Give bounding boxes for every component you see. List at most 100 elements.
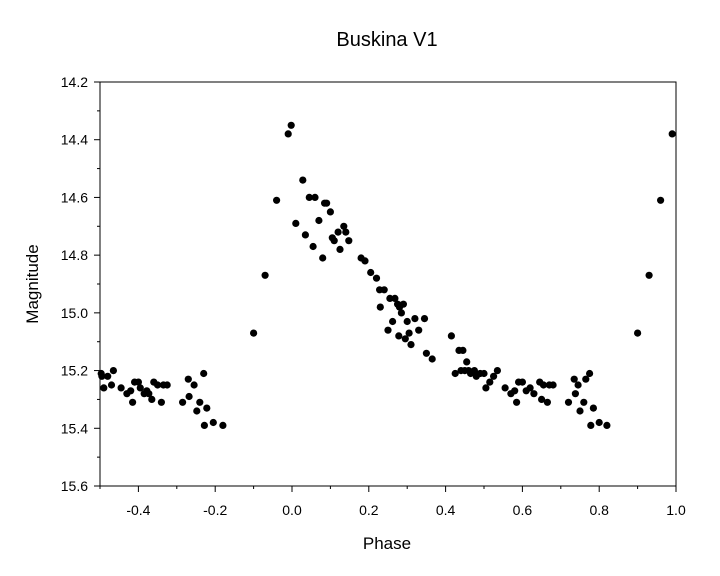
data-point [287,121,295,129]
data-point [576,407,584,415]
chart-title: Buskina V1 [336,29,437,51]
data-point [589,404,598,412]
data-point [428,355,436,363]
data-point [154,381,162,389]
data-point [407,341,415,349]
data-point [145,390,153,398]
data-point [526,384,534,392]
data-point [571,390,580,398]
data-point [200,369,208,378]
data-point [403,317,411,326]
data-point [415,326,423,334]
data-point [273,196,281,204]
data-point [411,315,419,323]
data-point [539,381,548,389]
data-point [587,421,595,429]
data-point [284,130,292,138]
data-point [470,367,478,375]
data-point [109,367,117,375]
y-axis-label: Magnitude [23,244,42,323]
data-point [315,216,323,225]
x-axis-label: Phase [363,534,411,553]
x-tick-label: 1.0 [666,502,686,518]
y-tick-label: 15.4 [61,420,88,436]
data-point [463,358,471,366]
data-point [184,375,192,383]
data-point [538,395,546,403]
y-tick-label: 15.0 [61,305,88,321]
data-point [530,390,538,398]
data-point [493,367,501,375]
data-point [380,286,388,294]
data-point [117,384,125,392]
x-tick-label: 0.8 [589,502,609,518]
data-point [372,274,381,282]
y-tick-label: 14.2 [61,74,88,90]
data-point [163,381,171,389]
x-tick-label: 0.0 [282,502,302,518]
data-point [334,228,342,236]
data-point [200,421,208,429]
data-point [129,398,137,406]
data-point [447,332,455,340]
data-point [564,398,573,406]
data-point [250,329,258,337]
y-tick-label: 15.6 [61,478,88,494]
data-point [292,219,300,227]
data-point [299,176,307,184]
x-tick-label: 0.2 [359,502,379,518]
data-points [97,121,676,429]
y-tick-label: 14.4 [61,132,88,148]
data-point [157,398,165,406]
data-point [104,372,112,380]
data-point [107,381,116,389]
data-point [405,329,413,337]
data-point [586,369,594,378]
axis-tick-labels: -0.4 -0.2 0.0 0.2 0.4 0.6 0.8 1.0 14.2 14.4 14.6 14… [61,74,686,518]
data-point [668,130,676,138]
data-point [219,421,227,429]
data-point [261,271,269,279]
data-point [422,349,430,357]
data-point [574,381,582,389]
data-point [136,384,144,392]
data-point [185,392,193,401]
data-point [580,398,588,406]
data-point [389,317,397,326]
x-tick-label: -0.2 [203,502,227,518]
data-point [501,384,509,392]
data-point [100,384,108,392]
data-point [179,398,187,406]
data-point [340,222,348,230]
data-point [570,375,578,383]
y-tick-label: 14.8 [61,247,88,263]
data-point [367,268,375,277]
data-point [420,315,429,323]
y-tick-label: 15.2 [61,363,88,379]
data-point [486,378,494,386]
data-point [342,228,350,236]
data-point [319,254,327,262]
data-point [511,387,519,395]
data-point [490,372,498,380]
data-point [399,300,407,308]
data-point [193,407,201,415]
data-point [384,326,392,334]
data-point [311,193,319,201]
data-point [513,398,521,406]
x-tick-label: 0.4 [436,502,456,518]
data-point [595,418,603,427]
data-point [203,404,211,412]
data-point [603,421,611,429]
y-tick-label: 14.6 [61,189,88,205]
data-point [401,335,409,343]
data-point [395,332,403,340]
data-point [459,346,467,354]
data-point [451,369,459,378]
data-point [305,193,313,201]
data-point [582,375,590,383]
data-point [391,294,399,302]
data-point [518,378,527,386]
data-point [336,245,344,253]
